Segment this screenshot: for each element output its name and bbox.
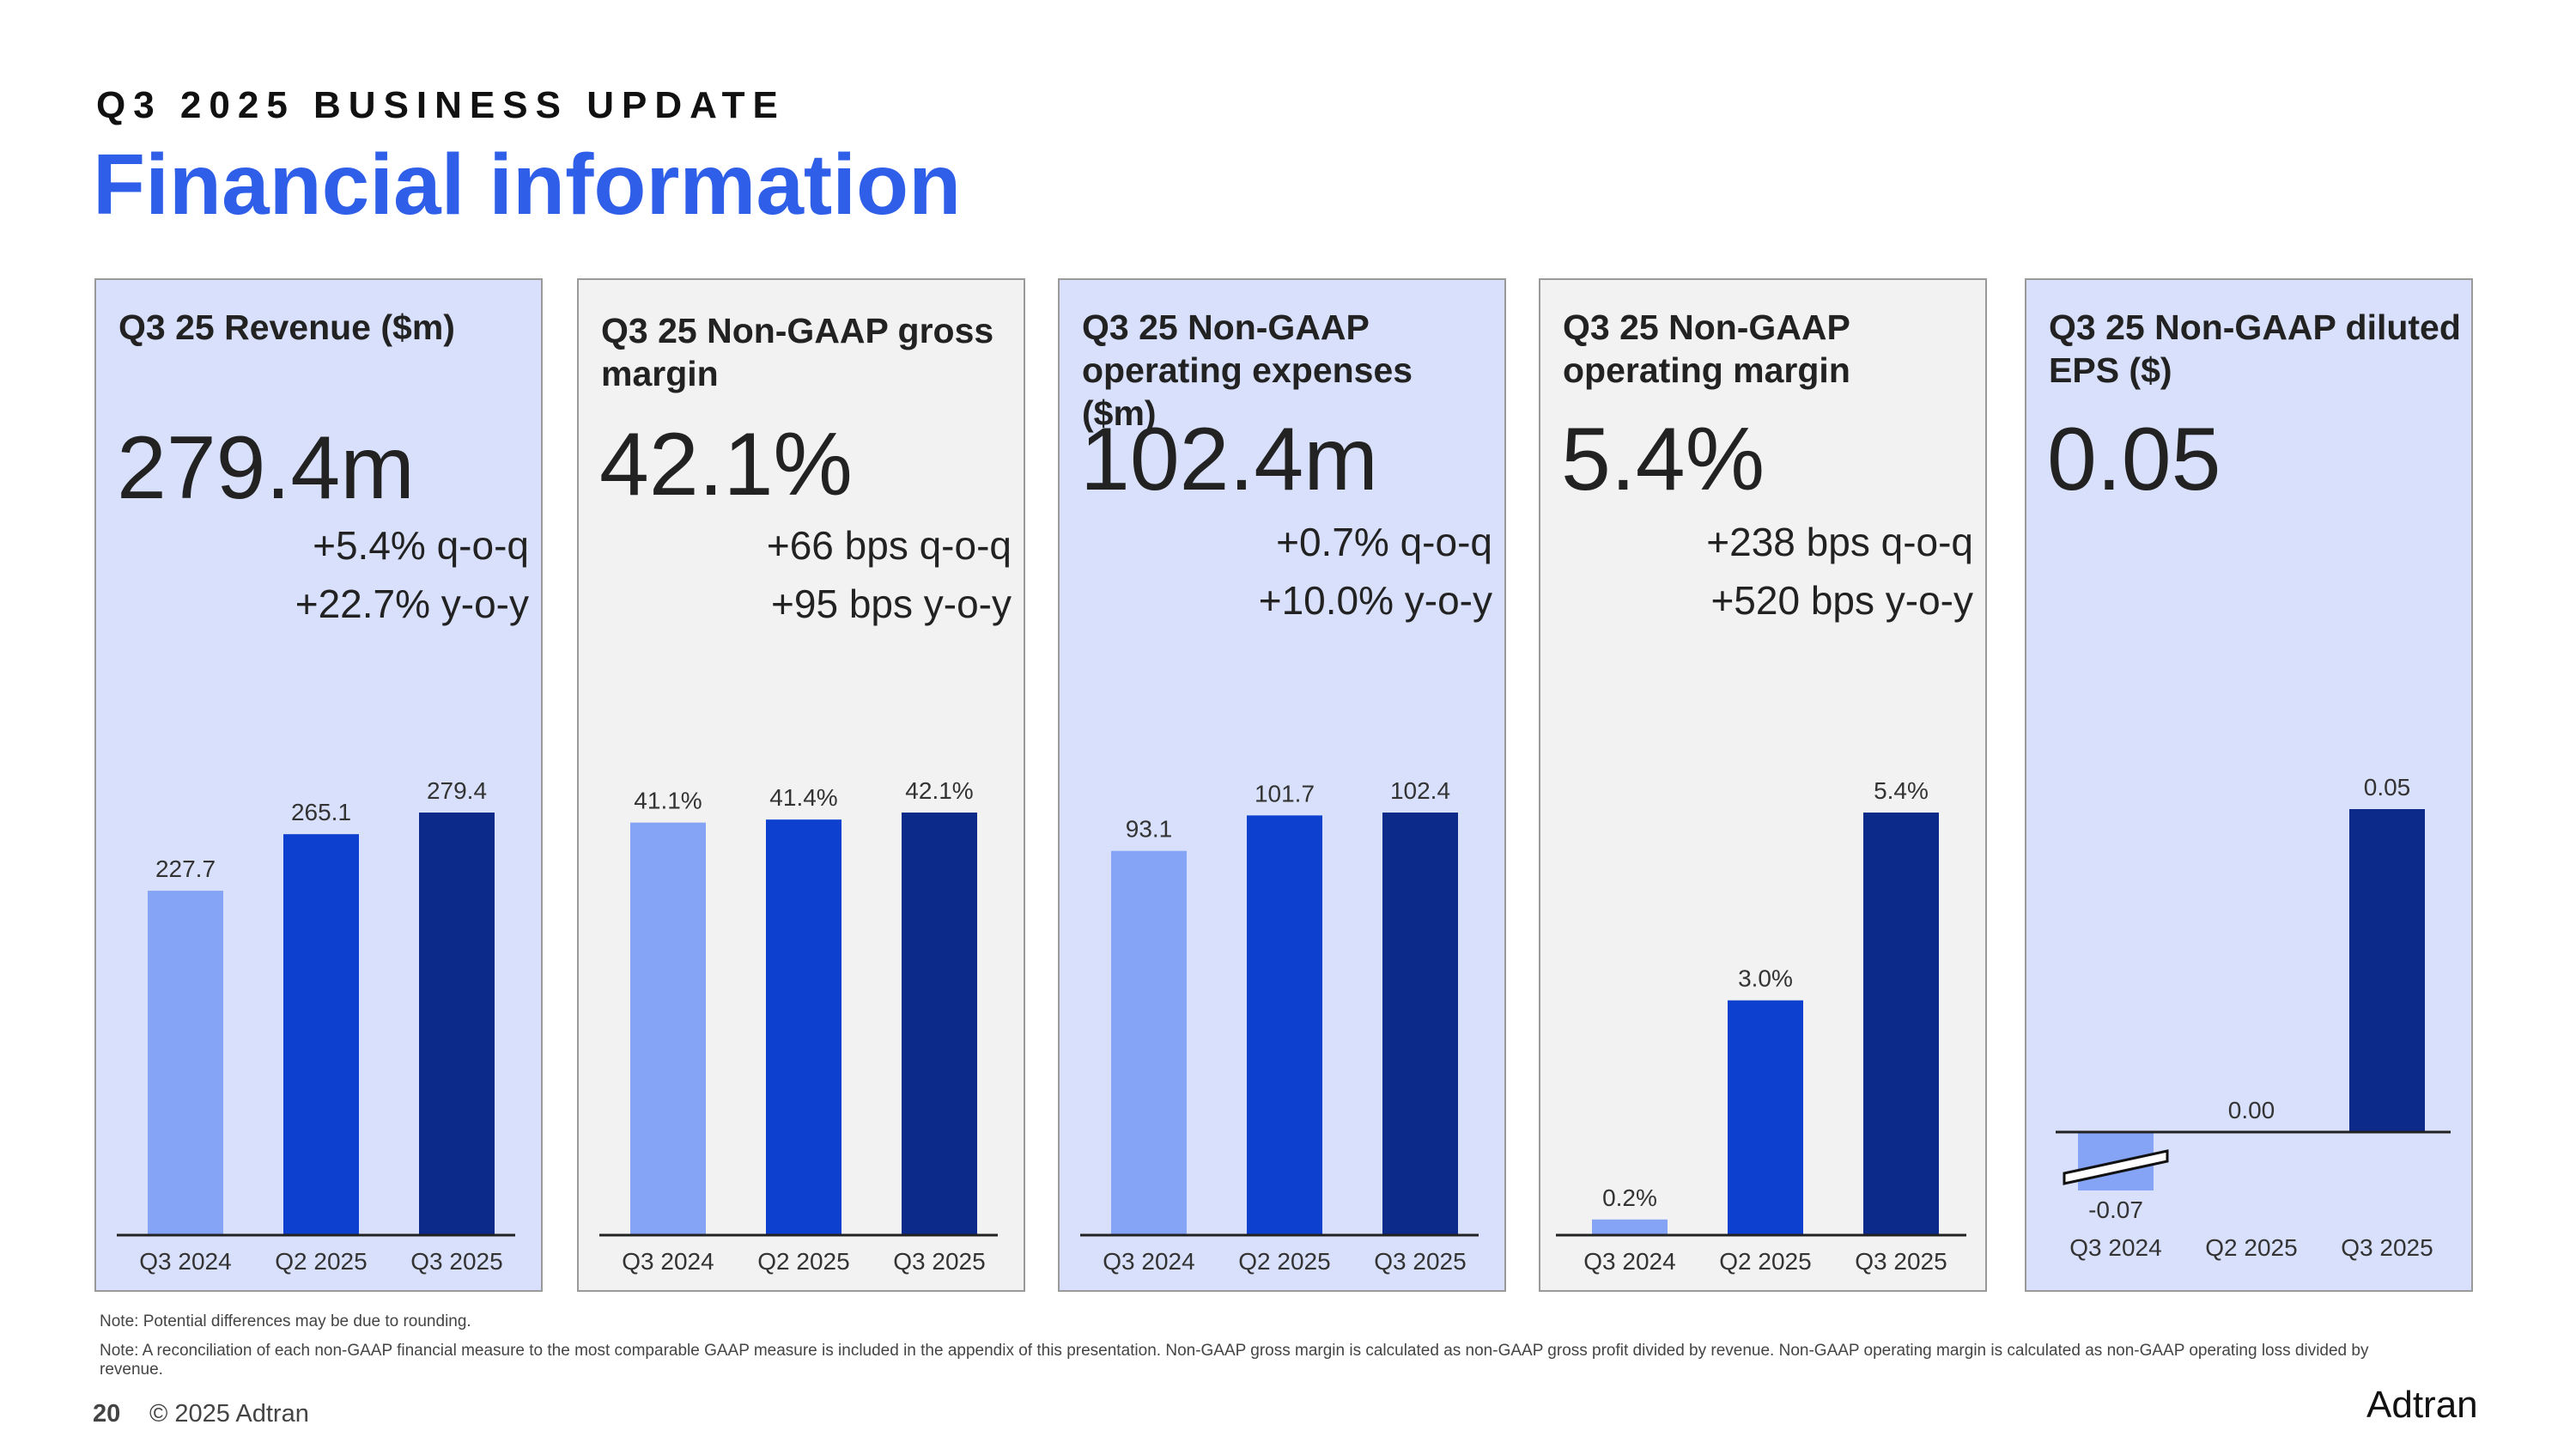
kpi-change-qoq: +238 bps q-o-q [1706,520,1973,564]
operating-margin-panel: Q3 25 Non-GAAP operating margin 5.4% +23… [1539,278,1987,1292]
x-tick-label: Q2 2025 [275,1248,367,1275]
data-label: 227.7 [155,855,216,882]
footnote-reconciliation: Note: A reconciliation of each non-GAAP … [100,1342,2369,1379]
operating-margin-chart: 0.2% Q3 2024 3.0% Q2 2025 5.4% Q3 2025 [1556,777,1966,1275]
bar-q2-2025 [1728,1000,1803,1235]
panel-title: Q3 25 Revenue ($m) [118,307,455,347]
bar-q2-2025 [766,819,841,1235]
data-label: 279.4 [427,777,487,804]
bar-q3-2025 [419,813,495,1235]
bar-q3-2025 [1863,813,1939,1235]
x-tick-label: Q2 2025 [1238,1248,1330,1275]
section-eyebrow: Q3 2025 BUSINESS UPDATE [96,84,786,126]
x-tick-label: Q3 2024 [622,1248,714,1275]
kpi-change-yoy: +95 bps y-o-y [771,581,1012,626]
copyright: © 2025 Adtran [149,1400,309,1428]
page-number: 20 [93,1400,121,1428]
bar-q3-2024 [148,891,223,1235]
x-tick-label: Q3 2025 [893,1248,985,1275]
bar-q3-2024 [630,822,706,1235]
panel-title: Q3 25 Non-GAAP operating margin [1563,307,1850,390]
data-label: 0.05 [2364,774,2411,801]
x-tick-label: Q3 2025 [1374,1248,1466,1275]
kpi-change-qoq: +0.7% q-o-q [1276,520,1492,564]
kpi-change-yoy: +22.7% y-o-y [295,581,529,626]
x-tick-label: Q2 2025 [1719,1248,1811,1275]
bar-q2-2025 [283,834,359,1235]
footnote-rounding: Note: Potential differences may be due t… [100,1312,471,1330]
data-label: 265.1 [291,799,351,825]
x-tick-label: Q2 2025 [757,1248,849,1275]
x-tick-label: Q3 2025 [1855,1248,1947,1275]
x-tick-label: Q3 2024 [139,1248,231,1275]
panel-title: Q3 25 Non-GAAP operating expenses ($m) [1082,307,1413,433]
x-tick-label: Q3 2024 [2069,1234,2161,1261]
kpi-value: 5.4% [1561,410,1765,509]
bar-q3-2025 [1382,813,1458,1235]
page-title: Financial information [93,137,962,233]
x-tick-label: Q2 2025 [2205,1234,2297,1261]
data-label: 41.1% [634,788,702,814]
panel-title: Q3 25 Non-GAAP gross margin [601,311,994,393]
revenue-chart: 227.7 Q3 2024 265.1 Q2 2025 279.4 Q3 2025 [117,777,515,1275]
x-tick-label: Q3 2025 [2341,1234,2433,1261]
revenue-panel: Q3 25 Revenue ($m) 279.4m +5.4% q-o-q +2… [94,278,543,1292]
data-label: 93.1 [1126,816,1173,843]
eps-chart: -0.07 Q3 2024 0.00 Q2 2025 0.05 Q3 2025 [2056,774,2451,1261]
data-label: 0.00 [2228,1097,2275,1123]
x-tick-label: Q3 2025 [410,1248,502,1275]
opex-chart: 93.1 Q3 2024 101.7 Q2 2025 102.4 Q3 2025 [1080,777,1479,1275]
kpi-value: 0.05 [2047,410,2221,509]
kpi-value: 279.4m [117,418,415,518]
logo-wordmark: Adtran [2366,1384,2478,1426]
x-tick-label: Q3 2024 [1103,1248,1194,1275]
axis-break-marker [2063,1149,2169,1185]
data-label: 41.4% [769,784,837,811]
data-label: 102.4 [1390,777,1450,804]
kpi-change-qoq: +66 bps q-o-q [766,523,1012,568]
adtran-logo: Adtran [2366,1384,2478,1426]
bar-q2-2025 [1247,815,1322,1235]
kpi-change-yoy: +10.0% y-o-y [1258,578,1492,623]
data-label: 42.1% [905,777,973,804]
data-label: 101.7 [1255,780,1315,807]
eps-panel: Q3 25 Non-GAAP diluted EPS ($) 0.05 -0.0… [2025,278,2473,1292]
kpi-change-qoq: +5.4% q-o-q [313,523,529,568]
gross-margin-panel: Q3 25 Non-GAAP gross margin 42.1% +66 bp… [577,278,1025,1292]
data-label: 5.4% [1874,777,1929,804]
gross-margin-chart: 41.1% Q3 2024 41.4% Q2 2025 42.1% Q3 2025 [599,777,998,1275]
kpi-value: 42.1% [599,415,853,514]
data-label: -0.07 [2088,1196,2143,1223]
panel-title: Q3 25 Non-GAAP diluted EPS ($) [2049,307,2461,390]
x-tick-label: Q3 2024 [1583,1248,1675,1275]
opex-panel: Q3 25 Non-GAAP operating expenses ($m) 1… [1058,278,1506,1292]
kpi-value: 102.4m [1080,410,1378,509]
data-label: 3.0% [1738,965,1793,992]
bar-q3-2025 [902,813,977,1235]
data-label: 0.2% [1602,1184,1657,1211]
bar-q3-2025 [2349,809,2425,1132]
bar-q3-2024 [1592,1219,1668,1235]
bar-q3-2024 [1111,850,1187,1235]
kpi-change-yoy: +520 bps y-o-y [1710,578,1973,623]
